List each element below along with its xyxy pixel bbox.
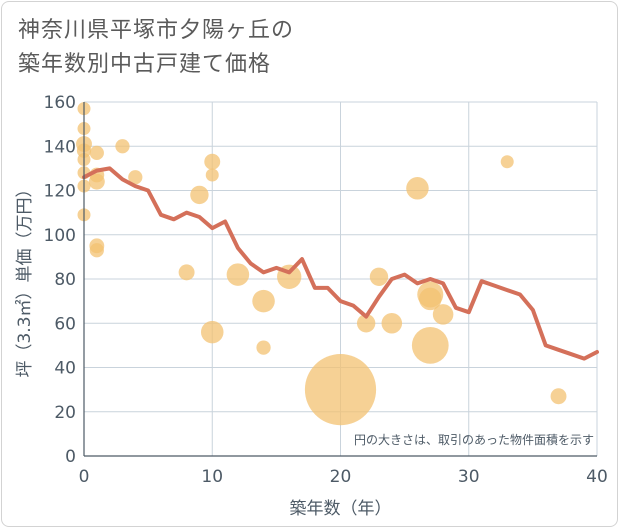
x-tick-label: 40 xyxy=(586,467,608,487)
y-tick-label: 20 xyxy=(54,403,76,423)
bubble-point xyxy=(411,326,449,364)
bubble-point xyxy=(304,354,377,426)
y-tick-label: 80 xyxy=(54,270,76,290)
x-tick-label: 10 xyxy=(201,467,223,487)
bubble-point xyxy=(88,173,105,190)
x-tick-label: 30 xyxy=(458,467,480,487)
y-tick-label: 0 xyxy=(65,447,76,467)
bubble-point xyxy=(256,340,271,355)
bubble-point xyxy=(369,267,389,286)
bubble-size-note: 円の大きさは、取引のあった物件面積を示す xyxy=(354,432,594,447)
bubble-series xyxy=(76,102,567,426)
y-tick-label: 60 xyxy=(54,314,76,334)
bubble-point xyxy=(204,153,221,170)
bubble-point xyxy=(381,312,403,334)
y-axis-title: 坪（3.3㎡）単価（万円） xyxy=(15,180,35,377)
bubble-point xyxy=(419,287,442,311)
x-tick-label: 20 xyxy=(330,467,352,487)
x-tick-label: 0 xyxy=(79,467,90,487)
y-tick-label: 160 xyxy=(44,93,76,113)
x-axis-title: 築年数（年） xyxy=(290,499,392,519)
y-tick-labels: 0 20 40 60 80 100 120 140 160 xyxy=(44,93,76,467)
bubble-point xyxy=(200,320,224,344)
bubble-point xyxy=(226,263,250,286)
y-tick-label: 120 xyxy=(44,182,76,202)
chart-title-line-1: 神奈川県平塚市夕陽ヶ丘の xyxy=(18,18,295,43)
bubble-point xyxy=(89,145,104,161)
bubble-point xyxy=(406,177,429,200)
bubble-point xyxy=(550,388,567,405)
bubble-point xyxy=(190,185,209,205)
chart-title: 神奈川県平塚市夕陽ヶ丘の 築年数別中古戸建て価格 xyxy=(18,14,294,82)
y-tick-label: 140 xyxy=(44,137,76,157)
average-price-line xyxy=(82,166,599,361)
bubble-point xyxy=(500,155,514,169)
y-tick-label: 40 xyxy=(54,359,76,379)
bubble-point xyxy=(115,139,130,154)
bubble-point xyxy=(432,304,454,325)
bubble-point xyxy=(128,170,143,185)
chart-title-line-2: 築年数別中古戸建て価格 xyxy=(18,52,272,77)
bubble-point xyxy=(252,289,275,313)
bubble-point xyxy=(89,243,104,258)
bubble-point xyxy=(178,264,195,281)
y-tick-label: 100 xyxy=(44,226,76,246)
bubble-point xyxy=(356,314,376,333)
axes xyxy=(83,102,597,457)
bubble-point xyxy=(205,168,219,182)
x-tick-labels: 0 10 20 30 40 xyxy=(79,467,608,487)
